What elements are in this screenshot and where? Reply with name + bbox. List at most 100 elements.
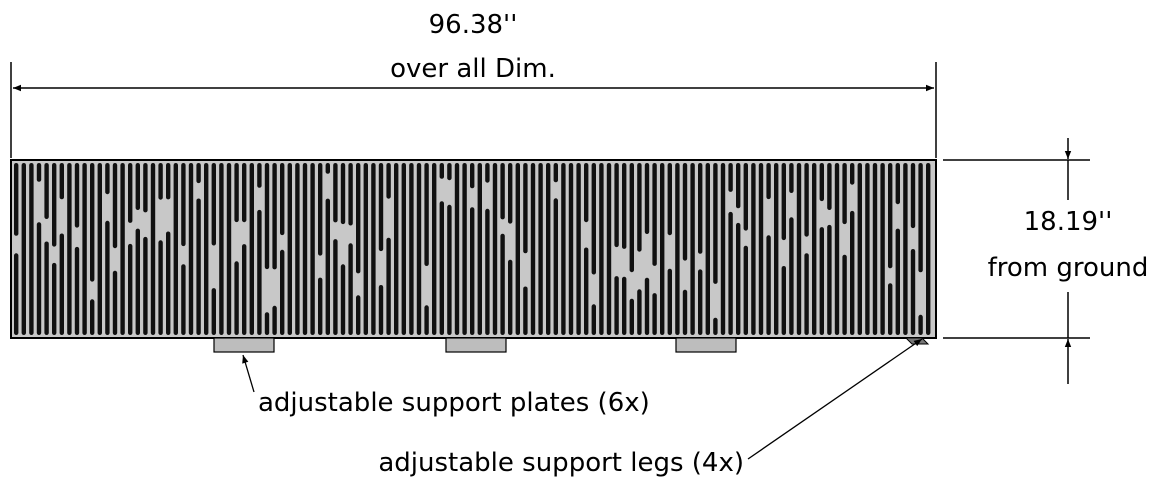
panel-slat [895, 228, 900, 335]
panel-slat [29, 163, 34, 335]
panel-slat [318, 277, 323, 335]
overall-dimension: 96.38'' over all Dim. [10, 10, 937, 158]
panel-slat [751, 163, 756, 335]
panel-slat [173, 163, 178, 335]
panel-slat [135, 228, 140, 335]
panel-slat [44, 241, 49, 335]
panel-slat [272, 163, 277, 270]
panel-slat [553, 198, 558, 335]
panel-slat [143, 163, 148, 213]
panel-slat [135, 163, 140, 210]
panel-slat [264, 163, 270, 270]
panel-slat [166, 231, 171, 335]
panel-slat [698, 269, 703, 335]
panel-slat [622, 163, 627, 249]
panel-slat [302, 163, 308, 335]
panel-slat [295, 163, 300, 335]
panel-slat [584, 247, 589, 335]
panel-slat [850, 163, 855, 185]
panel-slat [652, 293, 657, 335]
panel-slat [447, 204, 452, 335]
panel-slat [781, 266, 786, 335]
panel-slat [340, 163, 346, 225]
panel-slat [36, 163, 42, 182]
panel-slat [606, 163, 612, 335]
panel-slat [591, 163, 596, 275]
panel-slat [340, 264, 346, 335]
overall-label: over all Dim. [390, 54, 556, 84]
panel-slat [819, 163, 824, 202]
panel-slat [386, 163, 391, 199]
panel-slat [166, 163, 171, 200]
panel-slat [454, 163, 460, 335]
panel-slat [112, 163, 118, 249]
panel-slat [614, 163, 619, 248]
panel-slat [363, 163, 368, 335]
panel-slat [926, 163, 931, 335]
panel-slat [682, 163, 688, 261]
panel-slat [895, 163, 900, 205]
panel-slat [234, 163, 239, 223]
panel-slat [736, 222, 741, 335]
panel-slat [52, 163, 57, 247]
panel-slat [903, 163, 908, 335]
panel-slat [667, 163, 672, 236]
panel-slat [371, 163, 376, 335]
panel-slat [105, 220, 110, 335]
panel-slat [827, 224, 832, 335]
panel-slat [880, 163, 885, 335]
panel-slat [264, 312, 270, 335]
panel-slat [546, 163, 551, 335]
panel-slat [348, 243, 353, 335]
panel-slat [637, 289, 642, 335]
panel-slat [242, 244, 247, 335]
panel-slat [14, 253, 19, 335]
panel-slat [36, 222, 42, 335]
panel-slat [181, 264, 186, 335]
panel-slat [910, 163, 916, 229]
panel-slat [424, 305, 429, 335]
support-plates [213, 337, 737, 353]
panel-slat [280, 163, 285, 236]
panel-slat [82, 163, 87, 335]
support-plate [213, 337, 275, 353]
fence-panel [10, 159, 937, 339]
panel-slat [74, 163, 80, 228]
panel-slat [553, 163, 558, 183]
panel-slat [736, 163, 741, 209]
panel-slat [120, 163, 125, 335]
panel-slat [97, 163, 102, 335]
panel-slat [758, 163, 764, 335]
panel-slat [508, 259, 513, 335]
panel-slat [796, 163, 802, 335]
panel-slat [196, 163, 201, 184]
panel-slat [52, 262, 57, 335]
panel-slat [14, 163, 19, 236]
panel-slat [743, 163, 748, 231]
panel-slat [576, 163, 581, 335]
leg-leader [747, 338, 923, 460]
panel-slat [333, 163, 338, 223]
panel-slat [819, 227, 824, 335]
panel-slat [652, 163, 657, 266]
panel-slat [44, 163, 49, 219]
panel-slat [105, 163, 110, 195]
panel-slat [728, 211, 733, 335]
support-plate [445, 337, 507, 353]
panel-slat [211, 288, 216, 335]
panel-slat [781, 163, 786, 241]
panel-slat [515, 163, 520, 335]
panel-slat [386, 237, 391, 335]
panel-slat [888, 163, 893, 269]
panel-slat [249, 163, 254, 335]
panel-slat [439, 201, 444, 335]
panel-slat [470, 207, 475, 335]
panel-slat [667, 268, 672, 335]
support-plate [675, 337, 737, 353]
panel-slat [333, 239, 338, 335]
panel-slat [500, 233, 505, 335]
panel-slat [561, 163, 566, 335]
height-value: 18.19'' [1024, 207, 1113, 237]
panel-slat [242, 163, 247, 223]
